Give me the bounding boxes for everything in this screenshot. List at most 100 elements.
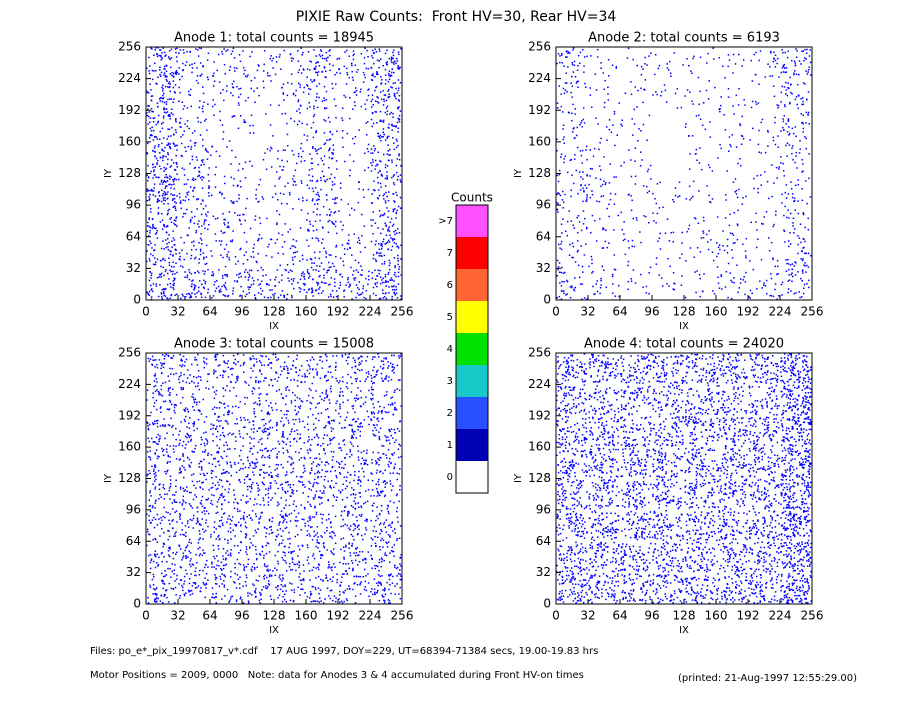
count-dot: [200, 293, 203, 296]
count-dot: [378, 410, 380, 413]
count-dot: [400, 274, 402, 276]
count-dot: [307, 428, 310, 431]
count-dot: [199, 250, 202, 252]
count-dot: [179, 458, 182, 460]
count-dot: [378, 60, 380, 62]
count-dot: [220, 455, 223, 458]
count-dot: [368, 270, 370, 273]
count-dot: [354, 420, 357, 423]
count-dot: [189, 64, 191, 66]
count-dot: [255, 465, 258, 468]
count-dot: [198, 258, 200, 260]
count-dot: [387, 80, 390, 83]
count-dot: [182, 454, 184, 457]
count-dot: [238, 218, 241, 221]
count-dot: [234, 436, 237, 438]
count-dot: [248, 288, 250, 291]
count-dot: [294, 180, 296, 183]
count-dot: [300, 160, 302, 163]
count-dot: [351, 419, 354, 421]
count-dot: [377, 151, 379, 154]
count-dot: [151, 290, 154, 293]
count-dot: [667, 257, 669, 260]
count-dot: [240, 285, 242, 288]
count-dot: [352, 160, 355, 163]
count-dot: [223, 450, 226, 453]
count-dot: [581, 265, 584, 268]
count-dot: [335, 460, 338, 463]
count-dot: [799, 140, 801, 142]
count-dot: [791, 147, 793, 149]
count-dot: [361, 213, 363, 216]
count-dot: [147, 91, 150, 94]
count-dot: [382, 363, 385, 366]
count-dot: [222, 294, 225, 296]
count-dot: [334, 198, 336, 201]
count-dot: [582, 118, 585, 121]
count-dot: [773, 58, 775, 60]
count-dot: [193, 382, 195, 384]
count-dot: [313, 79, 316, 81]
count-dot: [365, 396, 367, 398]
count-dot: [614, 269, 617, 271]
count-dot: [752, 268, 755, 271]
count-dot: [329, 147, 331, 150]
count-dot: [386, 178, 388, 180]
count-dot: [277, 475, 279, 478]
count-dot: [324, 180, 327, 183]
count-dot: [252, 370, 254, 372]
count-dot: [627, 280, 630, 283]
count-dot: [563, 161, 565, 164]
count-dot: [236, 274, 238, 276]
count-dot: [170, 270, 172, 273]
count-dot: [223, 435, 226, 438]
count-dot: [315, 406, 317, 409]
count-dot: [392, 208, 395, 211]
count-dot: [379, 215, 381, 218]
count-dot: [362, 81, 365, 83]
count-dot: [225, 90, 228, 92]
count-dot: [392, 82, 395, 85]
count-dot: [324, 120, 327, 122]
count-dot: [207, 288, 209, 291]
count-dot: [801, 121, 803, 124]
count-dot: [163, 51, 166, 54]
count-dot: [160, 179, 163, 182]
count-dot: [338, 287, 340, 289]
count-dot: [589, 196, 592, 199]
count-dot: [384, 281, 386, 284]
count-dot: [672, 231, 675, 234]
count-dot: [387, 239, 390, 242]
count-dot: [196, 198, 198, 201]
count-dot: [274, 285, 277, 287]
count-dot: [807, 68, 810, 71]
count-dot: [333, 211, 335, 214]
count-dot: [158, 276, 160, 278]
count-dot: [394, 201, 396, 203]
count-dot: [386, 175, 388, 177]
count-dot: [219, 288, 222, 291]
count-dot: [571, 85, 574, 87]
count-dot: [297, 411, 300, 413]
count-dot: [185, 183, 188, 185]
count-dot: [755, 103, 758, 106]
count-dot: [153, 385, 155, 388]
count-dot: [573, 137, 576, 139]
count-dot: [391, 159, 393, 161]
count-dot: [583, 71, 585, 73]
count-dot: [378, 435, 381, 438]
count-dot: [589, 149, 592, 151]
count-dot: [372, 122, 375, 125]
count-dot: [307, 288, 310, 291]
count-dot: [371, 412, 373, 415]
count-dot: [154, 466, 157, 468]
count-dot: [571, 61, 574, 64]
count-dot: [398, 120, 401, 123]
count-dot: [390, 57, 393, 60]
count-dot: [196, 292, 198, 294]
count-dot: [164, 187, 167, 189]
count-dot: [232, 287, 235, 289]
count-dot: [397, 247, 400, 249]
count-dot: [169, 391, 171, 394]
count-dot: [189, 466, 191, 468]
